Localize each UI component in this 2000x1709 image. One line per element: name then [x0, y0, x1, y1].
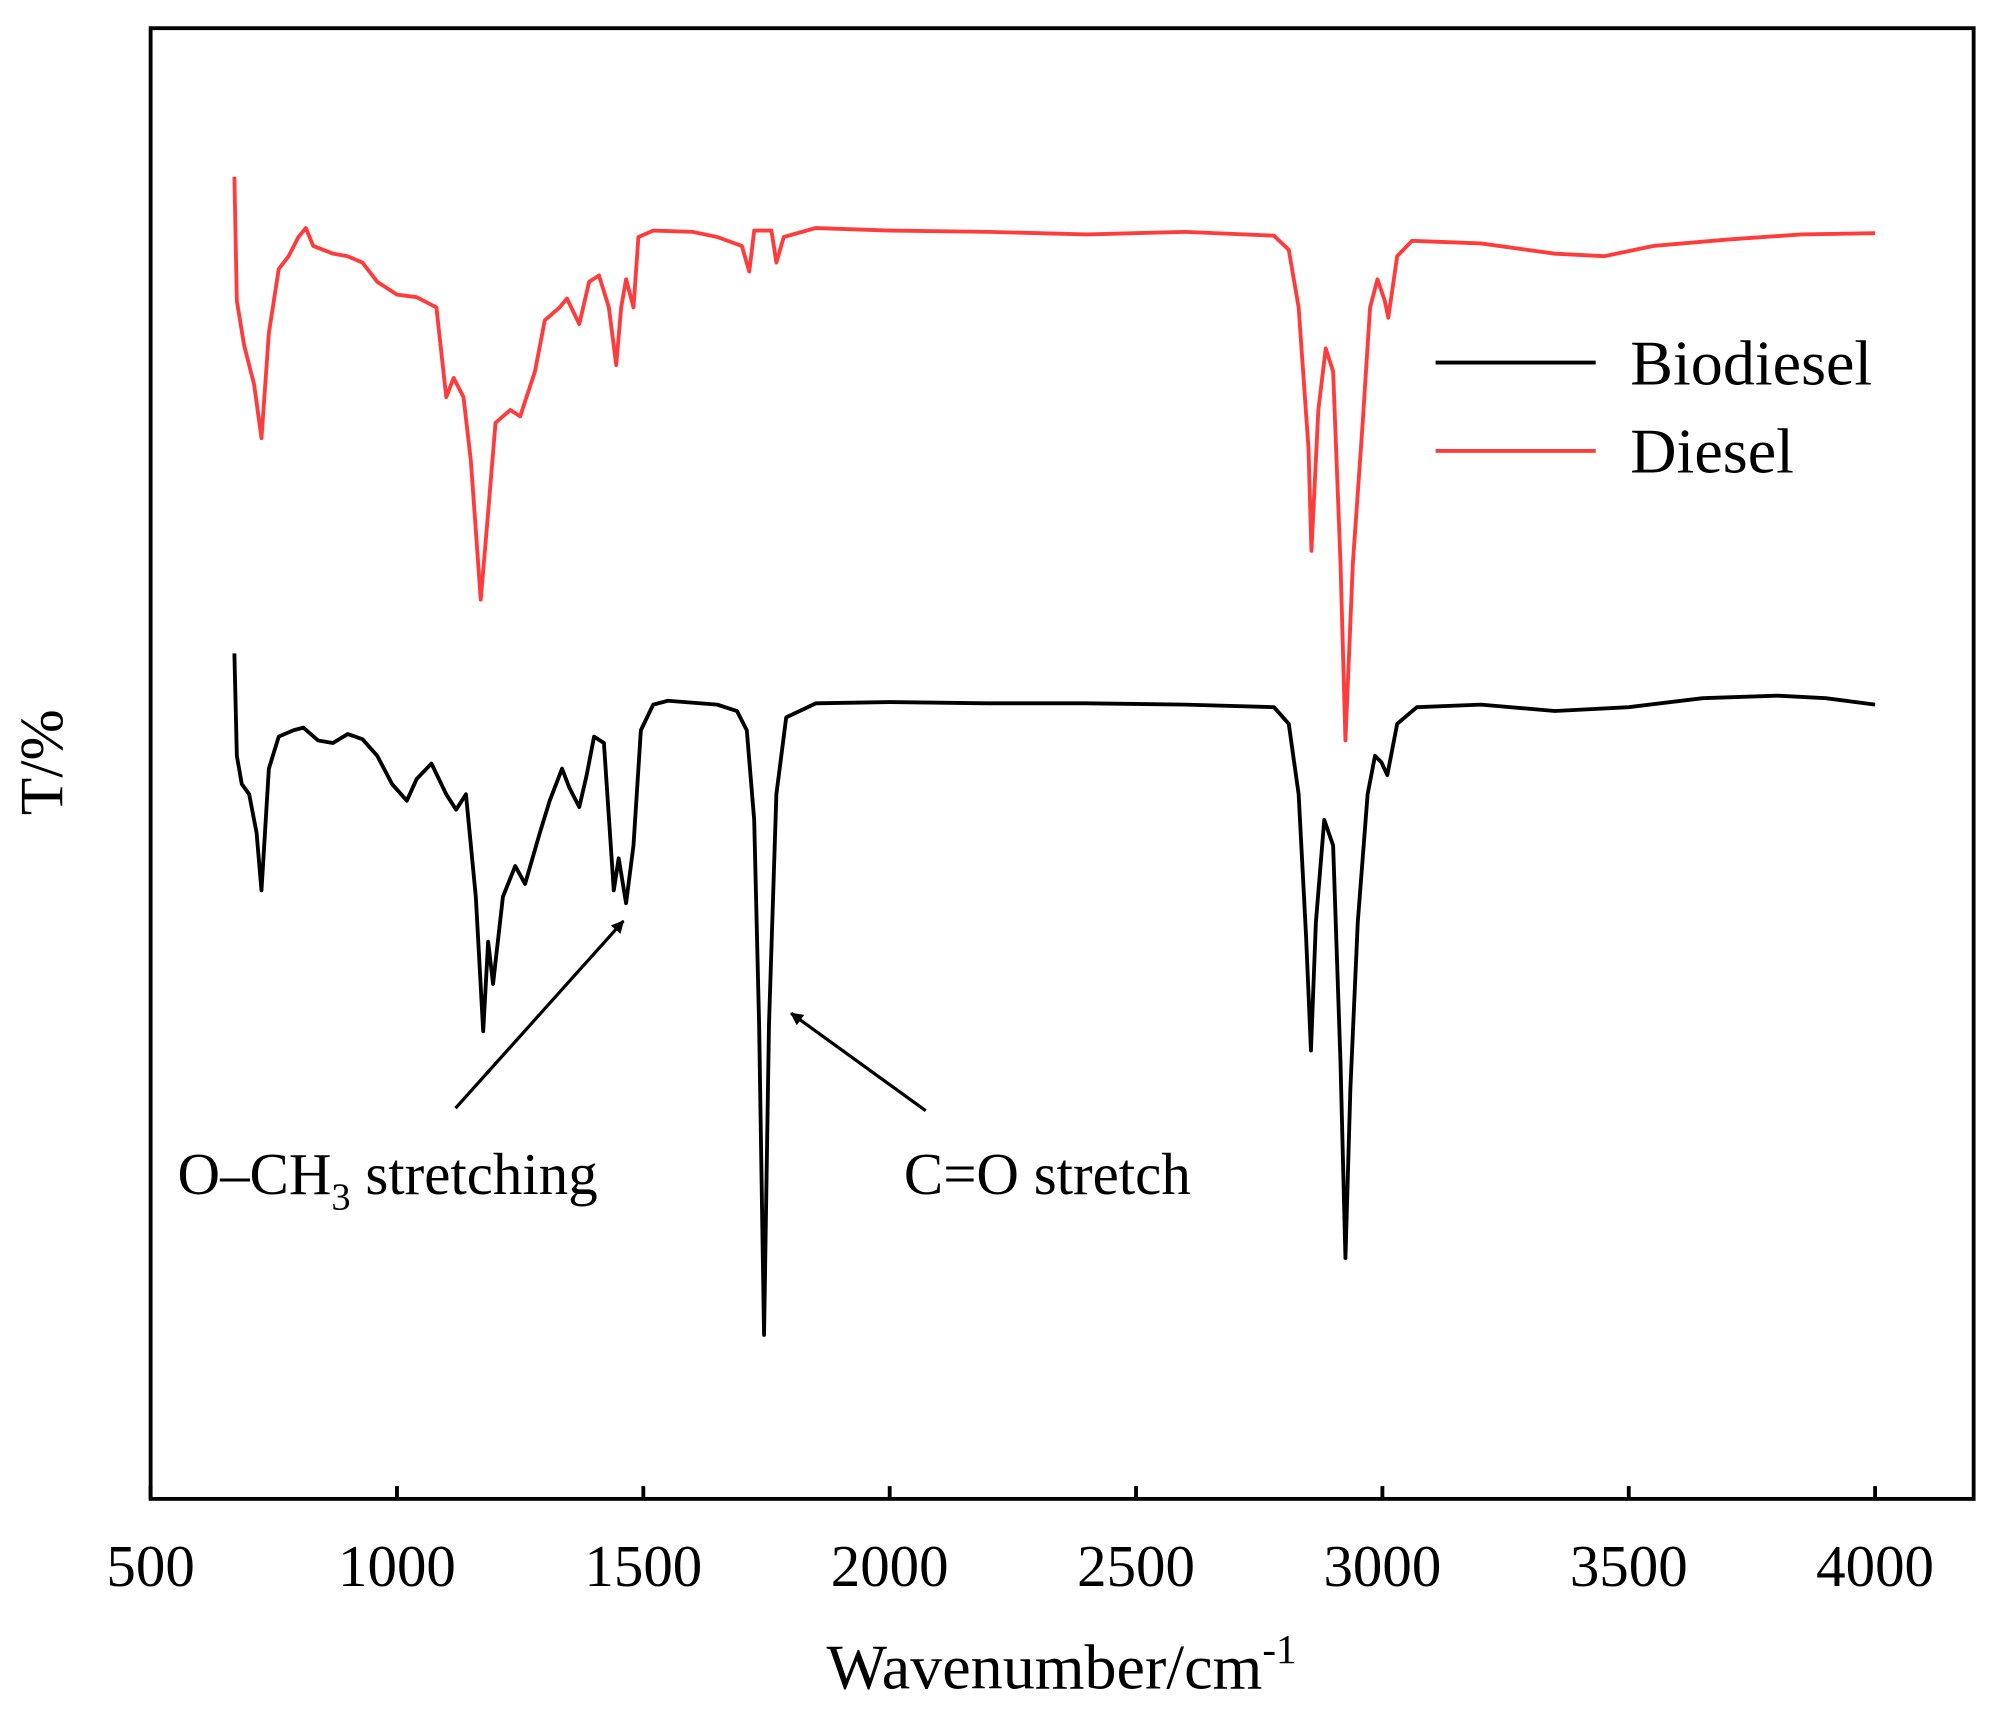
x-tick-label: 1500: [584, 1533, 702, 1599]
y-axis-label: T/%: [8, 709, 76, 815]
x-tick-label: 4000: [1816, 1533, 1934, 1599]
legend-label: Diesel: [1630, 416, 1794, 487]
x-tick-label: 2500: [1077, 1533, 1195, 1599]
x-axis-label-sup: -1: [1262, 1626, 1296, 1672]
series-line: [232, 653, 1876, 1337]
annotation: C=O stretch: [904, 1141, 1191, 1207]
legend-label: Biodiesel: [1630, 327, 1872, 398]
annotation-text: C=O stretch: [904, 1141, 1191, 1207]
annotation-arrow: [790, 1012, 927, 1113]
series-line: [232, 176, 1876, 743]
x-tick-label: 3500: [1570, 1533, 1688, 1599]
x-axis-label-text: Wavenumber/cm: [826, 1632, 1262, 1703]
x-axis-label: Wavenumber/cm-1: [826, 1626, 1296, 1703]
annotation: O–CH3 stretching: [178, 1141, 598, 1218]
x-tick-label: 2000: [831, 1533, 949, 1599]
x-tick-label: 500: [106, 1533, 194, 1599]
annotation-arrow: [454, 920, 625, 1110]
annotation-sub: 3: [331, 1176, 350, 1218]
annotation-text: stretching: [351, 1141, 598, 1207]
annotation-text: O–CH: [178, 1141, 332, 1207]
x-tick-label: 1000: [338, 1533, 456, 1599]
plot-frame: [148, 26, 1976, 1501]
x-tick-label: 3000: [1323, 1533, 1441, 1599]
